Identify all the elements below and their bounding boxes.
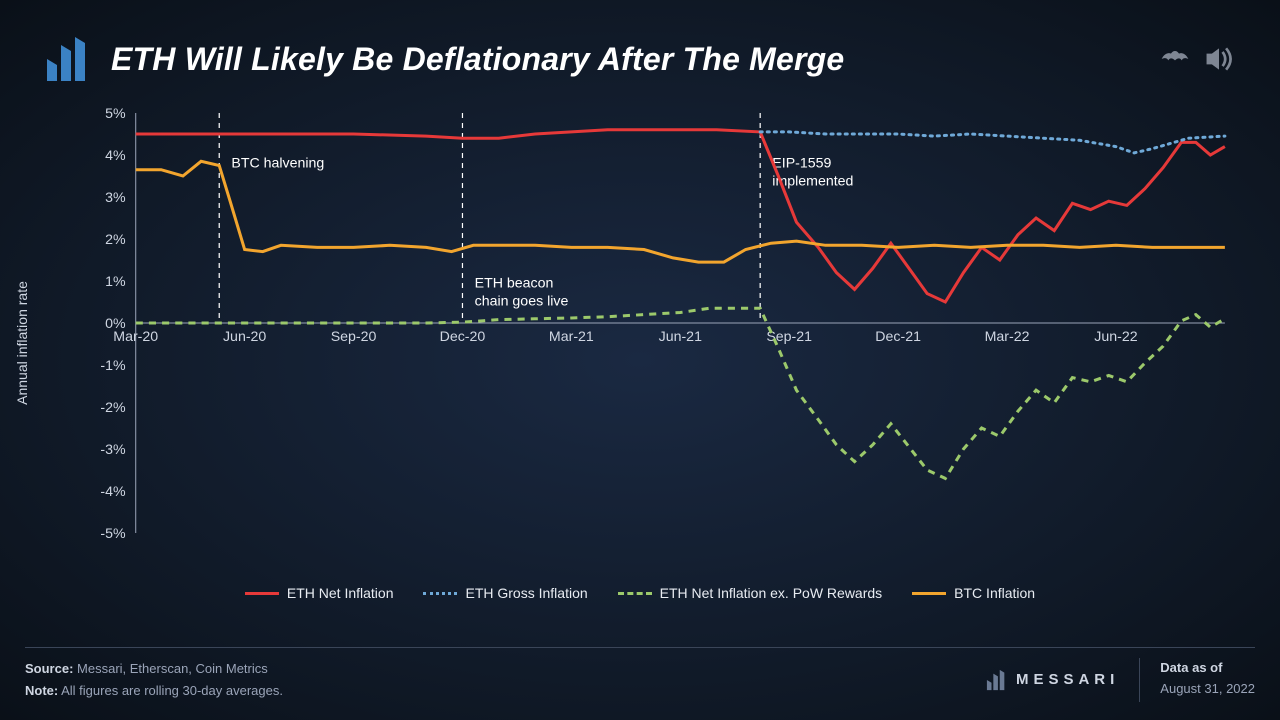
brand-text: MESSARI [1016, 671, 1119, 688]
legend-swatch [245, 592, 279, 595]
svg-text:EIP-1559: EIP-1559 [772, 155, 831, 171]
svg-text:-2%: -2% [100, 399, 126, 415]
svg-text:Dec-20: Dec-20 [440, 328, 486, 344]
chart-container: Annual inflation rate -5%-4%-3%-2%-1%0%1… [80, 103, 1235, 583]
svg-text:Dec-21: Dec-21 [875, 328, 921, 344]
svg-text:Sep-20: Sep-20 [331, 328, 377, 344]
svg-text:Jun-21: Jun-21 [659, 328, 702, 344]
legend-item: ETH Gross Inflation [423, 585, 587, 601]
footer-left: Source: Messari, Etherscan, Coin Metrics… [25, 658, 966, 702]
note-text: All figures are rolling 30-day averages. [61, 683, 283, 698]
footer-brand: MESSARI [966, 658, 1140, 702]
legend-swatch [618, 592, 652, 595]
svg-text:-5%: -5% [100, 525, 126, 541]
y-axis-label: Annual inflation rate [14, 281, 30, 405]
svg-text:Mar-22: Mar-22 [985, 328, 1030, 344]
legend-label: ETH Net Inflation [287, 585, 394, 601]
svg-text:Jun-22: Jun-22 [1094, 328, 1137, 344]
svg-text:chain goes live: chain goes live [475, 292, 569, 308]
legend-label: ETH Gross Inflation [465, 585, 587, 601]
svg-text:Sep-21: Sep-21 [766, 328, 812, 344]
page-title: ETH Will Likely Be Deflationary After Th… [111, 41, 1141, 78]
bat-icon [1159, 43, 1191, 75]
source-label: Source: [25, 661, 73, 676]
legend-label: ETH Net Inflation ex. PoW Rewards [660, 585, 883, 601]
legend-item: ETH Net Inflation ex. PoW Rewards [618, 585, 883, 601]
dataasof-label: Data as of [1160, 658, 1255, 679]
sound-icon [1203, 43, 1235, 75]
svg-text:4%: 4% [105, 147, 126, 163]
svg-text:2%: 2% [105, 231, 126, 247]
svg-text:Jun-20: Jun-20 [223, 328, 266, 344]
svg-text:-4%: -4% [100, 483, 126, 499]
footer-right: Data as of August 31, 2022 [1140, 658, 1255, 702]
svg-text:1%: 1% [105, 273, 126, 289]
inflation-chart: -5%-4%-3%-2%-1%0%1%2%3%4%5%Mar-20Jun-20S… [80, 103, 1235, 583]
dataasof-value: August 31, 2022 [1160, 681, 1255, 696]
svg-text:implemented: implemented [772, 173, 853, 189]
header: ETH Will Likely Be Deflationary After Th… [0, 0, 1280, 93]
svg-text:5%: 5% [105, 105, 126, 121]
header-icons [1159, 43, 1235, 75]
legend-item: ETH Net Inflation [245, 585, 394, 601]
svg-text:-1%: -1% [100, 357, 126, 373]
note-label: Note: [25, 683, 58, 698]
legend: ETH Net Inflation ETH Gross Inflation ETH … [0, 585, 1280, 601]
legend-label: BTC Inflation [954, 585, 1035, 601]
source-text: Messari, Etherscan, Coin Metrics [77, 661, 268, 676]
legend-item: BTC Inflation [912, 585, 1035, 601]
legend-swatch [423, 592, 457, 595]
messari-logo-icon [45, 35, 93, 83]
svg-text:Mar-21: Mar-21 [549, 328, 594, 344]
svg-text:BTC halvening: BTC halvening [231, 155, 324, 171]
messari-logo-icon [986, 669, 1008, 691]
svg-text:Mar-20: Mar-20 [113, 328, 158, 344]
svg-text:3%: 3% [105, 189, 126, 205]
footer: Source: Messari, Etherscan, Coin Metrics… [25, 647, 1255, 702]
legend-swatch [912, 592, 946, 595]
svg-text:-3%: -3% [100, 441, 126, 457]
svg-text:ETH beacon: ETH beacon [475, 274, 554, 290]
